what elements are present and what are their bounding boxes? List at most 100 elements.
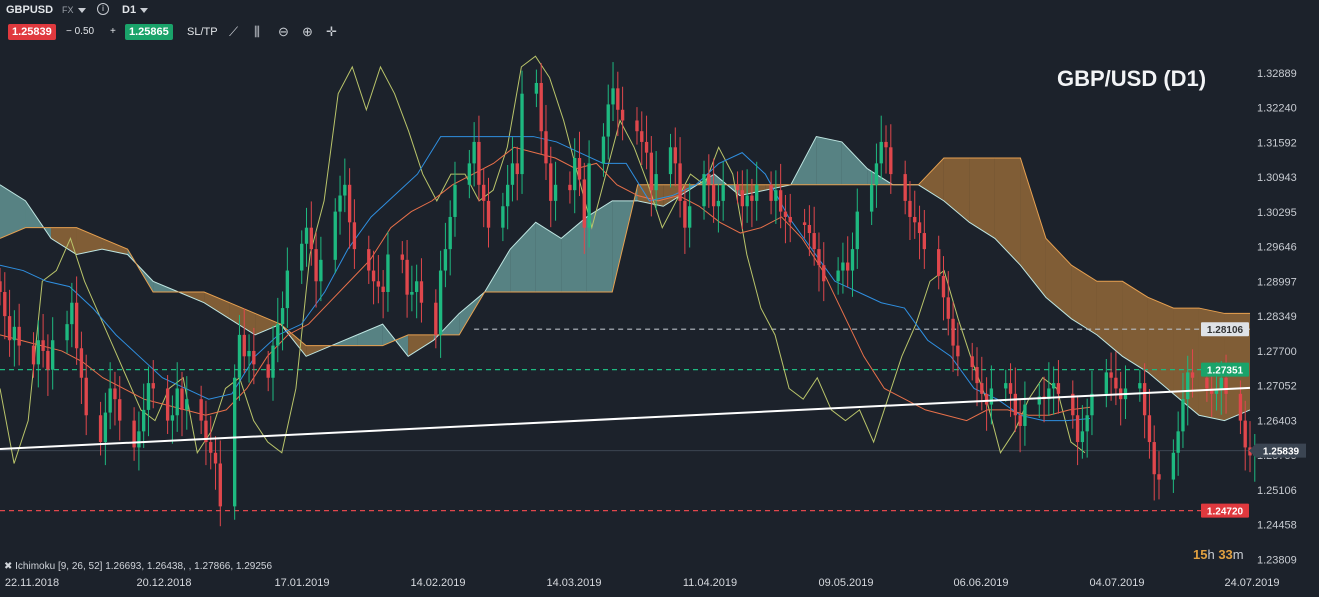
- price-axis[interactable]: 1.32889 1.32240 1.31592 1.30943 1.30295 1.296…: [1257, 68, 1297, 567]
- candle-body: [3, 291, 7, 317]
- candle: [280, 291, 285, 351]
- candle: [1243, 400, 1247, 471]
- candle-body: [1243, 420, 1247, 448]
- candle-body: [956, 345, 960, 357]
- candle: [1171, 439, 1176, 493]
- candle-body: [850, 249, 855, 271]
- candle: [917, 205, 922, 260]
- candle-body: [232, 377, 237, 507]
- candle-body: [1109, 372, 1113, 378]
- indicator-legend[interactable]: ✖ Ichimoku [9, 26, 52] 1.26693, 1.26438,…: [4, 561, 273, 572]
- candle-body: [165, 388, 170, 421]
- candle-body: [616, 88, 620, 110]
- candle: [414, 264, 419, 319]
- candle: [984, 377, 989, 431]
- candle: [778, 163, 783, 229]
- time-axis[interactable]: 22.11.2018 20.12.2018 17.01.2019 14.02.2019…: [5, 577, 1280, 589]
- candle-body: [199, 399, 203, 421]
- sell-button[interactable]: 1.25839: [8, 24, 56, 40]
- price-labels: 1.28106 1.27351 1.25839 1.24720: [1201, 322, 1306, 518]
- plus-button[interactable]: +: [110, 26, 116, 37]
- candle: [855, 188, 859, 269]
- candle: [199, 385, 203, 435]
- candle-body: [180, 388, 184, 410]
- candle-body: [582, 179, 586, 228]
- kumo-segment: [841, 141, 868, 185]
- candle: [1181, 372, 1185, 448]
- symbol-selector[interactable]: GBPUSD: [6, 4, 53, 16]
- candle-body: [204, 420, 208, 443]
- timer-minutes: 33: [1218, 547, 1233, 562]
- info-icon[interactable]: i: [97, 3, 109, 15]
- trendline[interactable]: [0, 386, 1251, 451]
- candle: [908, 181, 912, 241]
- market-selector[interactable]: FX: [62, 5, 86, 15]
- candles-icon[interactable]: ⫼: [254, 24, 260, 39]
- kumo-segment: [51, 227, 77, 255]
- candle: [36, 320, 40, 388]
- chikou-line: [0, 55, 1086, 464]
- candle-body: [1214, 388, 1219, 394]
- candle-body: [1190, 372, 1195, 378]
- candle: [232, 364, 237, 520]
- candle: [113, 371, 117, 426]
- candle-body: [151, 383, 155, 389]
- candle: [869, 171, 874, 226]
- candle-body: [1142, 383, 1147, 416]
- candle: [165, 375, 170, 435]
- candle: [405, 240, 409, 318]
- candle-body: [534, 82, 539, 94]
- candle-body: [472, 141, 476, 164]
- candle-body: [132, 420, 136, 448]
- candle-body: [788, 216, 792, 223]
- candle-body: [683, 200, 687, 228]
- candle: [41, 313, 45, 368]
- crosshair-move-icon[interactable]: ✛: [326, 24, 337, 39]
- candle: [132, 407, 136, 461]
- sltp-button[interactable]: SL/TP: [187, 26, 218, 38]
- candle: [419, 258, 424, 323]
- candle-body: [1075, 415, 1080, 443]
- candle-body: [740, 190, 745, 207]
- candle-body: [1224, 377, 1228, 394]
- line-chart-icon[interactable]: ⟋: [229, 24, 239, 39]
- candle-body: [908, 200, 912, 217]
- candle-body: [817, 249, 821, 266]
- candle: [410, 265, 414, 312]
- candle: [0, 267, 2, 306]
- candle: [12, 310, 17, 367]
- candle: [874, 143, 879, 208]
- candle: [774, 170, 778, 224]
- candle-body: [822, 265, 826, 282]
- candle-body: [338, 195, 342, 212]
- candle-body: [285, 270, 290, 309]
- candle-body: [984, 393, 989, 405]
- candle-body: [175, 388, 179, 416]
- candle: [352, 199, 357, 269]
- candle: [1210, 368, 1214, 417]
- candle: [367, 235, 371, 284]
- candle-body: [884, 141, 888, 148]
- candle: [7, 289, 12, 357]
- candle-body: [774, 190, 778, 201]
- zoom-out-icon[interactable]: ⊖: [278, 24, 289, 39]
- kumo-segment: [408, 334, 434, 357]
- y-tick-label: 1.30943: [1257, 172, 1297, 184]
- zoom-in-icon[interactable]: ⊕: [302, 24, 313, 39]
- candle-body: [587, 163, 591, 228]
- candle: [180, 371, 184, 437]
- candle: [343, 158, 347, 213]
- candle-body: [1013, 393, 1018, 416]
- candle-body: [1090, 393, 1094, 416]
- candle-body: [1152, 442, 1156, 475]
- buy-button[interactable]: 1.25865: [125, 24, 173, 40]
- candle: [108, 362, 112, 430]
- candle: [3, 272, 7, 340]
- timeframe-selector[interactable]: D1: [122, 4, 149, 16]
- candle-body: [434, 302, 438, 335]
- kumo-segment: [0, 184, 26, 239]
- candle-body: [1071, 393, 1075, 416]
- candle-body: [185, 399, 189, 410]
- candle-body: [903, 174, 907, 201]
